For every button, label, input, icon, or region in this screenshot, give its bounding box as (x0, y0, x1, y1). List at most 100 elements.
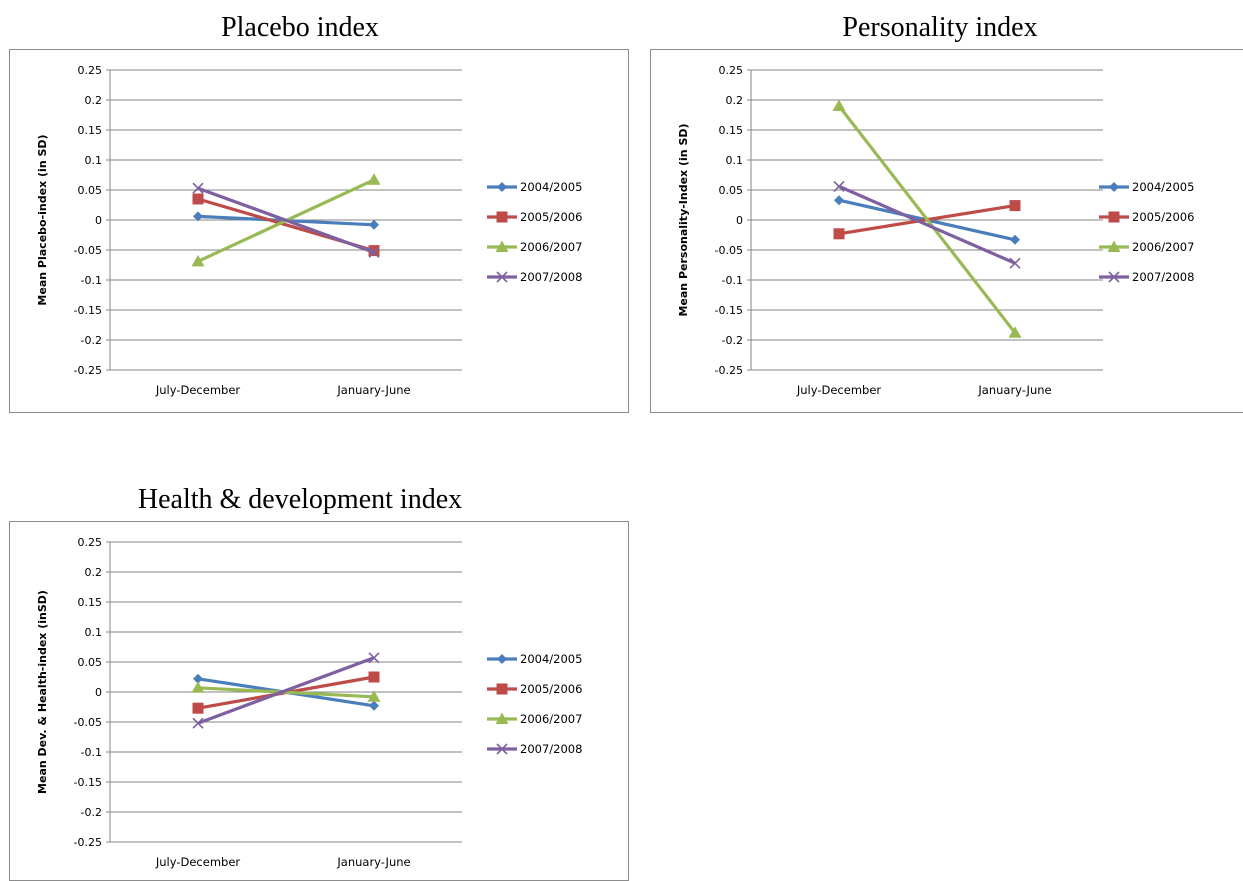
data-point (833, 228, 845, 240)
chart-title: Personality index (842, 12, 1038, 43)
x-tick-label: July-December (155, 383, 241, 397)
data-point (192, 182, 204, 194)
chart-title: Placebo index (221, 12, 379, 43)
x-tick-label: July-December (796, 383, 882, 397)
y-tick-label: 0 (95, 214, 102, 227)
data-point (368, 652, 380, 664)
y-tick-label: -0.25 (74, 364, 102, 377)
y-tick-label: -0.25 (74, 836, 102, 849)
y-tick-label: -0.05 (74, 716, 102, 729)
legend-label: 2004/2005 (1132, 180, 1194, 194)
chart-plot: 0.25 0.2 0.15 0.1 0.05 0 -0.05 -0.1 -0.15 -0.2 -0.… (36, 64, 582, 397)
y-tick-label: 0.25 (719, 64, 744, 77)
legend-label: 2007/2008 (520, 270, 582, 284)
data-point (369, 219, 379, 230)
chart-frame: 0.25 0.2 0.15 0.1 0.05 0 -0.05 -0.1 -0.15 -0.2 -0.… (9, 49, 629, 413)
y-tick-label: 0 (95, 686, 102, 699)
y-tick-label: 0.1 (85, 154, 103, 167)
x-tick-label: January-June (336, 383, 410, 397)
data-point (367, 173, 381, 185)
x-tick-label: July-December (155, 855, 241, 869)
series-line (838, 184, 1016, 265)
legend-label: 2005/2006 (520, 210, 582, 224)
y-tick-label: -0.1 (81, 746, 102, 759)
data-point (1009, 200, 1021, 212)
legend-label: 2007/2008 (520, 742, 582, 756)
series-line (197, 686, 375, 699)
data-point (833, 180, 845, 192)
y-tick-label: -0.05 (74, 244, 102, 257)
y-tick-label: -0.1 (722, 274, 743, 287)
y-tick-label: 0.15 (78, 124, 103, 137)
x-tick-label: January-June (336, 855, 410, 869)
series-line (197, 186, 375, 254)
data-point (1008, 326, 1022, 338)
y-tick-label: 0.1 (85, 626, 103, 639)
legend-marker (495, 712, 509, 724)
data-point (1010, 234, 1020, 245)
data-point (191, 254, 205, 267)
data-point (369, 700, 379, 711)
y-tick-label: -0.25 (715, 364, 743, 377)
y-tick-label: -0.1 (81, 274, 102, 287)
x-tick-label: January-June (977, 383, 1051, 397)
y-tick-label: 0.05 (78, 184, 103, 197)
legend-label: 2004/2005 (520, 652, 582, 666)
series-line (197, 656, 375, 725)
legend-marker (1109, 182, 1119, 192)
y-tick-label: -0.15 (715, 304, 743, 317)
data-point (192, 702, 204, 714)
legend-marker (1107, 240, 1121, 252)
y-tick-label: 0.05 (719, 184, 744, 197)
legend-marker (496, 271, 508, 283)
y-tick-label: 0.2 (85, 566, 103, 579)
legend-label: 2007/2008 (1132, 270, 1194, 284)
data-point (368, 246, 380, 258)
y-tick-label: 0.2 (85, 94, 103, 107)
y-tick-label: 0.1 (726, 154, 744, 167)
legend-marker (496, 743, 508, 755)
y-tick-label: -0.2 (722, 334, 743, 347)
legend-label: 2006/2007 (1132, 240, 1194, 254)
legend-marker (497, 654, 507, 664)
y-tick-label: -0.2 (81, 334, 102, 347)
legend-marker (496, 683, 508, 695)
y-axis-label: Mean Dev. & Health-index (inSD) (36, 590, 49, 794)
y-tick-label: 0.05 (78, 656, 103, 669)
legend-label: 2006/2007 (520, 240, 582, 254)
y-tick-label: 0.25 (78, 536, 103, 549)
y-tick-label: 0.15 (719, 124, 744, 137)
chart-plot: 0.25 0.2 0.15 0.1 0.05 0 -0.05 -0.1 -0.15 -0.2 -0.… (36, 536, 582, 869)
legend-label: 2004/2005 (520, 180, 582, 194)
legend-marker (495, 240, 509, 252)
y-tick-label: -0.15 (74, 304, 102, 317)
legend-label: 2006/2007 (520, 712, 582, 726)
legend-label: 2005/2006 (520, 682, 582, 696)
y-tick-label: 0 (736, 214, 743, 227)
data-point (192, 717, 204, 729)
y-tick-label: -0.2 (81, 806, 102, 819)
data-point (1009, 257, 1021, 269)
chart-title: Health & development index (137, 484, 463, 515)
y-tick-label: -0.05 (715, 244, 743, 257)
y-tick-label: 0.2 (726, 94, 744, 107)
chart-frame: 0.25 0.2 0.15 0.1 0.05 0 -0.05 -0.1 -0.15 -0.2 -0.… (650, 49, 1243, 413)
data-point (367, 690, 381, 702)
y-axis-label: Mean Personality-Index (in SD) (677, 123, 690, 316)
legend-marker (497, 182, 507, 192)
legend-marker (1108, 271, 1120, 283)
legend-marker (496, 211, 508, 223)
y-tick-label: 0.25 (78, 64, 103, 77)
data-point (192, 193, 204, 205)
data-point (193, 211, 203, 222)
legend-marker (1108, 211, 1120, 223)
y-axis-label: Mean Placebo-index (in SD) (36, 134, 49, 305)
y-tick-label: 0.15 (78, 596, 103, 609)
data-point (834, 195, 844, 206)
series-line (837, 105, 1017, 334)
data-point (832, 99, 846, 111)
chart-frame: 0.25 0.2 0.15 0.1 0.05 0 -0.05 -0.1 -0.15 -0.2 -0.… (9, 521, 629, 881)
data-point (191, 681, 205, 693)
data-point (368, 671, 380, 683)
legend-label: 2005/2006 (1132, 210, 1194, 224)
